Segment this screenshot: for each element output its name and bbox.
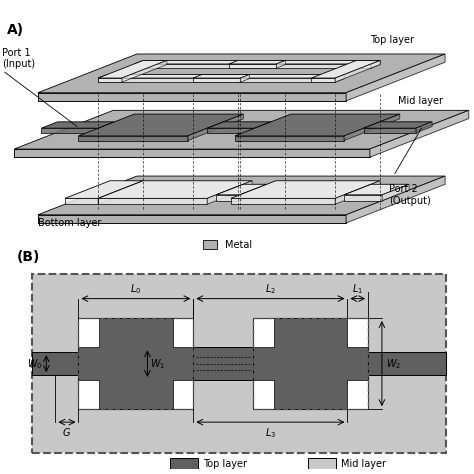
Polygon shape (216, 184, 267, 195)
Polygon shape (14, 149, 370, 157)
Polygon shape (14, 110, 469, 149)
Text: Mid layer: Mid layer (398, 96, 443, 106)
Polygon shape (98, 181, 252, 198)
Polygon shape (371, 61, 380, 68)
Bar (78, 380, 99, 409)
Polygon shape (98, 181, 143, 204)
Text: $L_1$: $L_1$ (352, 282, 363, 296)
Bar (347, 318, 368, 347)
Bar (173, 318, 193, 347)
Polygon shape (98, 198, 207, 204)
Polygon shape (98, 122, 115, 133)
Text: Top layer: Top layer (370, 35, 414, 45)
Polygon shape (311, 61, 380, 78)
Polygon shape (255, 122, 271, 133)
Bar (32, 274, 447, 453)
Polygon shape (38, 93, 346, 101)
Text: A): A) (7, 24, 24, 37)
Polygon shape (346, 176, 445, 223)
Polygon shape (207, 122, 271, 128)
Polygon shape (65, 181, 143, 198)
Text: Mid layer: Mid layer (340, 459, 385, 469)
Polygon shape (98, 61, 167, 78)
Bar (193, 347, 253, 380)
Polygon shape (38, 176, 445, 215)
Polygon shape (382, 184, 409, 201)
Polygon shape (98, 78, 122, 82)
Polygon shape (364, 128, 416, 133)
Polygon shape (134, 64, 371, 68)
Bar (253, 380, 274, 409)
Polygon shape (311, 78, 335, 82)
Polygon shape (370, 110, 469, 157)
Polygon shape (98, 78, 335, 82)
Polygon shape (41, 122, 115, 128)
Text: Port 2
(Output): Port 2 (Output) (389, 184, 430, 206)
Polygon shape (335, 74, 344, 82)
Bar (253, 318, 274, 347)
Polygon shape (134, 61, 380, 64)
Bar (253, 318, 368, 409)
Text: Bottom layer: Bottom layer (38, 219, 101, 228)
Bar (253, 318, 368, 409)
Bar (32, 352, 78, 375)
Polygon shape (240, 184, 267, 201)
Polygon shape (79, 136, 188, 141)
Polygon shape (276, 61, 285, 68)
Text: $L_3$: $L_3$ (265, 426, 276, 440)
Bar (173, 380, 193, 409)
Bar (78, 318, 193, 409)
Bar (309, 458, 336, 471)
Polygon shape (38, 93, 346, 101)
Polygon shape (38, 215, 346, 223)
Polygon shape (229, 64, 276, 68)
Polygon shape (335, 181, 380, 204)
Polygon shape (207, 128, 255, 133)
Polygon shape (98, 74, 344, 78)
Polygon shape (188, 114, 243, 141)
Bar (368, 352, 447, 375)
Text: $L_2$: $L_2$ (265, 282, 276, 296)
Polygon shape (65, 198, 98, 204)
Polygon shape (364, 122, 432, 128)
Polygon shape (344, 195, 382, 201)
Polygon shape (38, 54, 445, 93)
Polygon shape (235, 114, 400, 136)
Legend: Metal: Metal (199, 236, 256, 254)
Text: $L_0$: $L_0$ (130, 282, 142, 296)
Polygon shape (240, 74, 249, 82)
Text: Port 1
(Input): Port 1 (Input) (2, 48, 36, 70)
Polygon shape (344, 114, 400, 141)
Polygon shape (122, 61, 167, 82)
Polygon shape (335, 61, 380, 82)
Polygon shape (229, 61, 285, 64)
Polygon shape (79, 114, 243, 136)
Text: $G$: $G$ (63, 426, 72, 438)
Bar (347, 380, 368, 409)
Polygon shape (346, 54, 445, 101)
Polygon shape (231, 198, 335, 204)
Text: $W_1$: $W_1$ (150, 357, 165, 371)
Text: $W_0$: $W_0$ (27, 357, 43, 371)
Polygon shape (207, 181, 252, 204)
Polygon shape (216, 195, 240, 201)
Polygon shape (231, 181, 380, 198)
Bar (170, 458, 198, 471)
Bar (78, 318, 193, 409)
Polygon shape (14, 149, 370, 157)
Text: Top layer: Top layer (202, 459, 246, 469)
Polygon shape (235, 136, 344, 141)
Polygon shape (193, 74, 249, 78)
Polygon shape (193, 78, 240, 82)
Polygon shape (38, 215, 346, 223)
Text: (B): (B) (17, 250, 40, 264)
Text: $W_2$: $W_2$ (385, 357, 401, 371)
Polygon shape (416, 122, 432, 133)
Polygon shape (41, 128, 98, 133)
Bar (78, 318, 99, 347)
Polygon shape (344, 184, 409, 195)
